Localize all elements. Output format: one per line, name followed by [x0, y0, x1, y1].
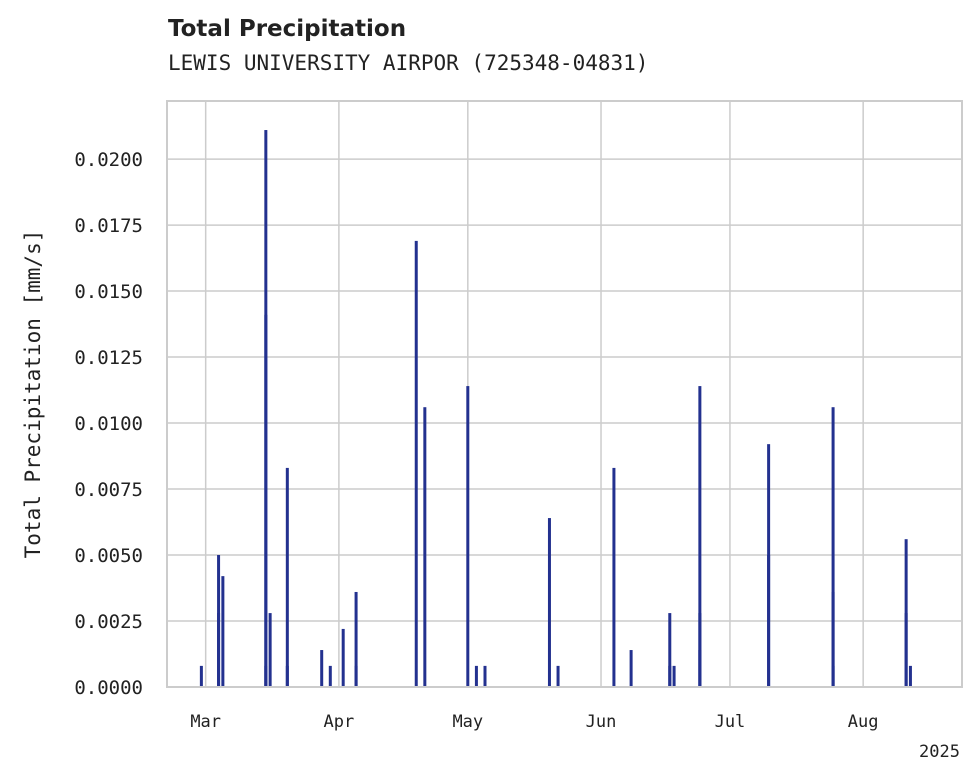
precipitation-bar — [264, 665, 268, 687]
precipitation-bar — [904, 613, 908, 687]
y-tick-label: 0.0075 — [74, 479, 143, 501]
y-tick-label: 0.0175 — [74, 215, 143, 237]
x-tick-label: Mar — [190, 712, 221, 732]
precipitation-bar — [668, 665, 672, 687]
precipitation-bar — [612, 467, 616, 687]
precipitation-bar — [668, 613, 672, 687]
precipitation-bar — [698, 650, 702, 687]
precipitation-bar — [672, 665, 676, 687]
precipitation-bar — [908, 665, 912, 687]
y-tick-label: 0.0200 — [74, 149, 143, 171]
precipitation-bar — [474, 665, 478, 687]
precipitation-bar — [831, 665, 835, 687]
precipitation-bar — [547, 518, 551, 687]
precipitation-bar — [285, 665, 289, 687]
precipitation-bar — [199, 665, 203, 687]
precipitation-bar — [698, 386, 702, 687]
precipitation-bar — [466, 386, 470, 687]
precipitation-bar — [320, 650, 324, 687]
x-tick-label: Aug — [848, 712, 879, 732]
precipitation-bar — [264, 314, 268, 687]
y-tick-label: 0.0000 — [74, 677, 143, 699]
y-tick-label: 0.0100 — [74, 413, 143, 435]
precipitation-bar — [285, 467, 289, 687]
chart-title: Total Precipitation — [168, 16, 407, 42]
precipitation-bar — [556, 665, 560, 687]
precipitation-bar — [354, 591, 358, 687]
precipitation-bar — [831, 591, 835, 687]
plot-frame — [166, 100, 963, 688]
precipitation-bar — [831, 407, 835, 687]
x-tick-label: Jul — [715, 712, 746, 732]
precipitation-bar — [221, 576, 225, 687]
precipitation-bar — [268, 613, 272, 687]
precipitation-bar — [341, 628, 345, 687]
precipitation-bar — [767, 555, 771, 687]
precipitation-bar — [423, 407, 427, 687]
y-tick-label: 0.0125 — [74, 347, 143, 369]
precipitation-bar — [217, 613, 221, 687]
chart-subtitle: LEWIS UNIVERSITY AIRPOR (725348-04831) — [168, 51, 649, 75]
precipitation-bar — [483, 665, 487, 687]
precipitation-bar — [414, 240, 418, 688]
precipitation-bar — [328, 665, 332, 687]
x-tick-labels: Mar Apr May Jun Jul Aug — [190, 712, 878, 732]
y-tick-label: 0.0150 — [74, 281, 143, 303]
x-tick-label: Jun — [586, 712, 617, 732]
x-tick-label: Apr — [324, 712, 355, 732]
y-tick-labels: 0.0000 0.0025 0.0050 0.0075 0.0100 0.0125 0.01… — [74, 149, 143, 699]
y-axis-label: Total Precipitation [mm/s] — [21, 230, 45, 559]
x-tick-label: May — [452, 712, 483, 732]
precipitation-bars — [199, 130, 912, 688]
y-tick-label: 0.0025 — [74, 611, 143, 633]
precipitation-bar — [354, 665, 358, 687]
precipitation-bar — [629, 650, 633, 687]
y-tick-label: 0.0050 — [74, 545, 143, 567]
x-offset-label: 2025 — [919, 742, 960, 762]
